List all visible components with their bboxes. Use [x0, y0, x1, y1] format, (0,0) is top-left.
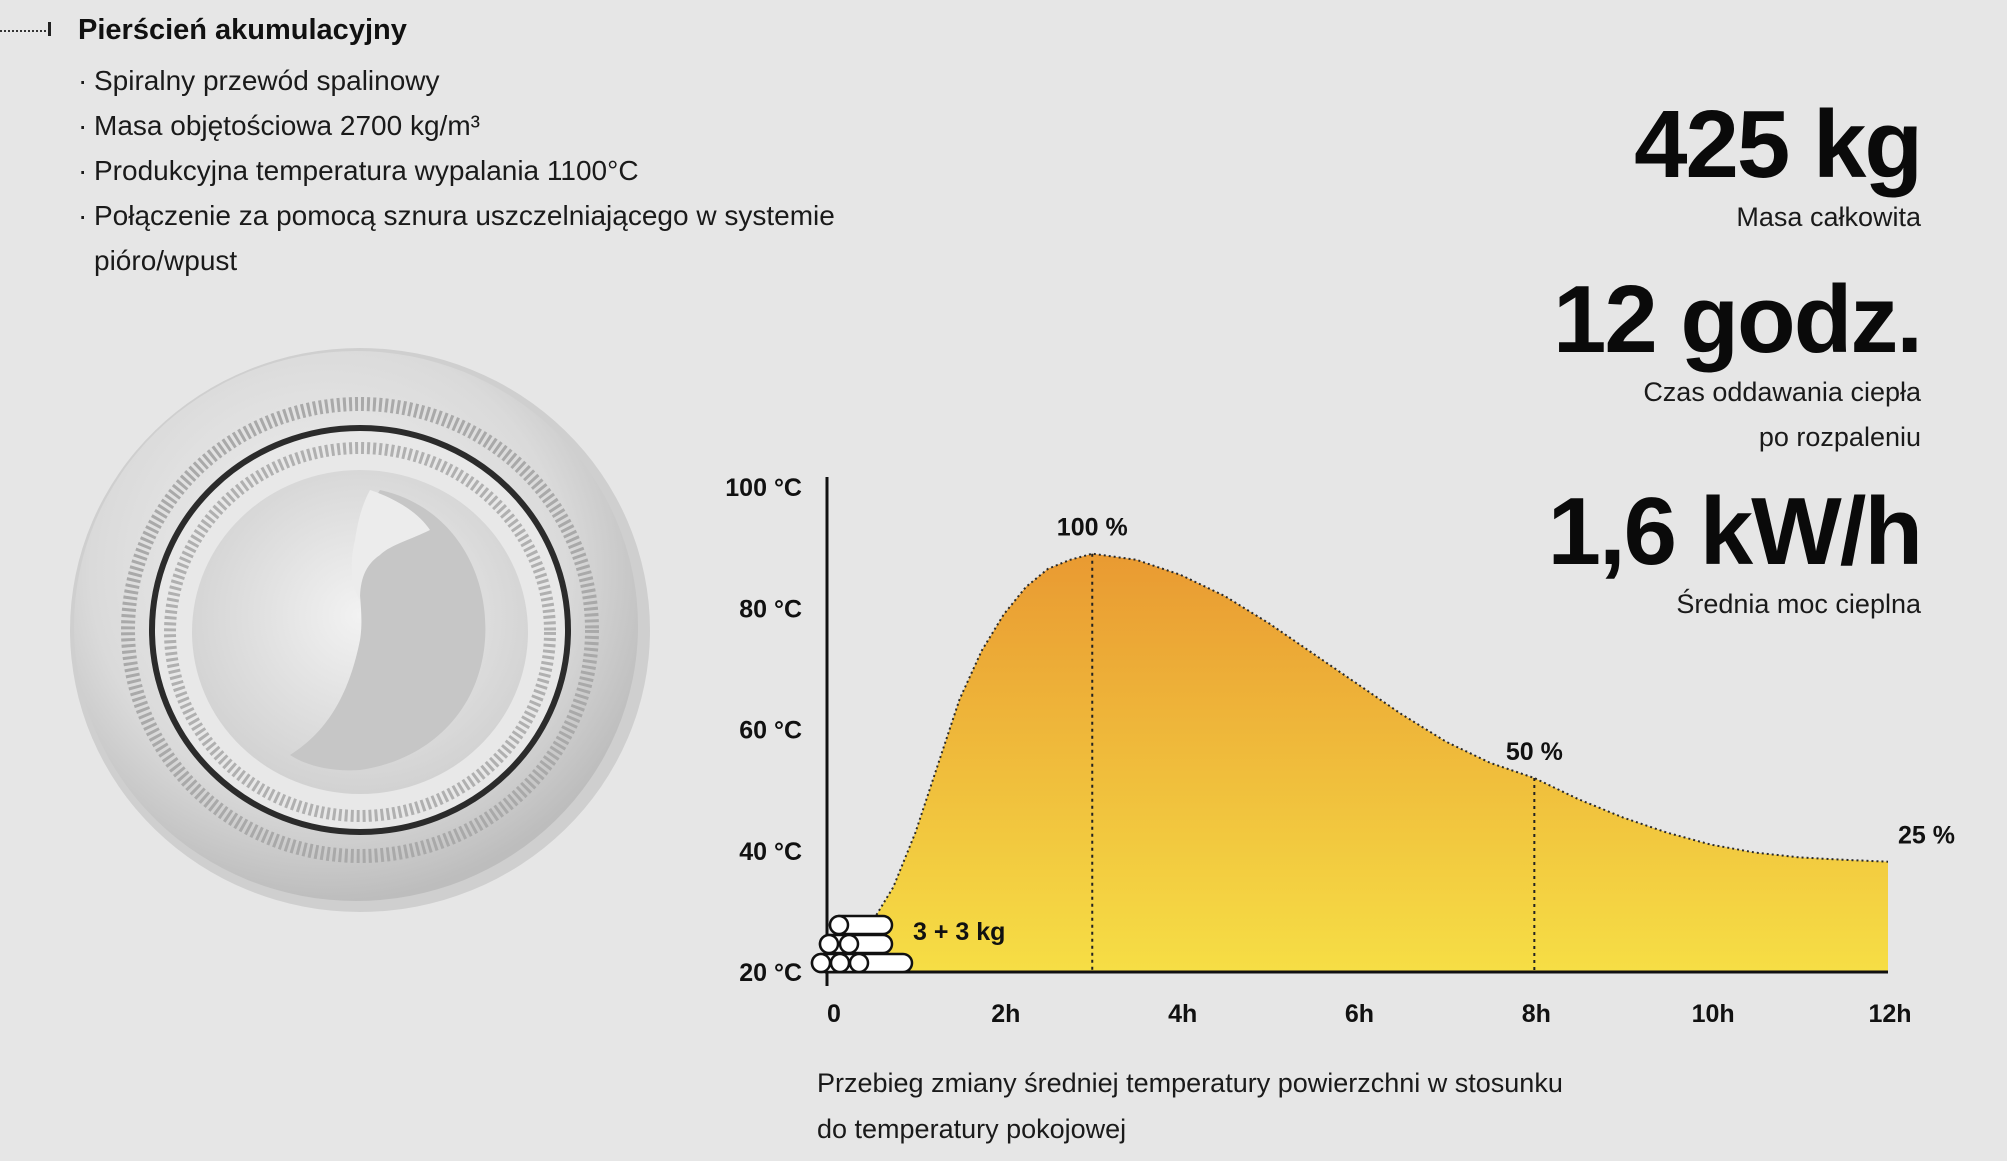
feature-item: · Połączenie za pomocą sznura uszczelnia…	[78, 193, 874, 283]
temperature-curve	[870, 552, 1889, 925]
percent-label: 100 %	[1057, 514, 1128, 542]
stat-power: 1,6 kW/h Średnia moc cieplna	[1321, 478, 1923, 627]
accumulation-ring-image	[60, 340, 660, 940]
x-tick-label: 2h	[991, 1000, 1020, 1028]
y-tick-label: 20 °C	[739, 959, 802, 987]
percent-label: 25 %	[1898, 822, 1955, 850]
heading: Pierścień akumulacyjny	[78, 14, 407, 46]
percent-label: 50 %	[1506, 738, 1563, 766]
y-tick-label: 100 °C	[725, 474, 802, 502]
y-tick-label: 80 °C	[739, 595, 802, 623]
stat-time: 12 godz. Czas oddawania ciepła po rozpal…	[1321, 266, 1923, 460]
stat-time-label-2: po rozpaleniu	[1758, 422, 1921, 452]
fuel-label: 3 + 3 kg	[913, 918, 1005, 946]
stats-panel: 425 kg Masa całkowita 12 godz. Czas odda…	[1321, 91, 1923, 657]
stat-mass-label: Masa całkowita	[1736, 202, 1921, 232]
x-tick-label: 8h	[1522, 1000, 1551, 1028]
stat-time-value: 12 godz.	[1552, 266, 1923, 373]
stat-power-value: 1,6 kW/h	[1547, 478, 1923, 585]
x-tick-label: 10h	[1692, 1000, 1735, 1028]
bullet-dot: ·	[78, 200, 88, 231]
bullet-dot: ·	[78, 155, 88, 186]
x-tick-label: 12h	[1868, 1000, 1911, 1028]
feature-item: · Spiralny przewód spalinowy	[78, 58, 878, 103]
temperature-area	[871, 553, 1888, 972]
stat-time-label: Czas oddawania ciepła	[1643, 377, 1921, 407]
stat-power-label: Średnia moc cieplna	[1676, 589, 1921, 619]
bullet-dot: ·	[78, 110, 88, 141]
x-tick-label: 6h	[1345, 1000, 1374, 1028]
stat-mass-value: 425 kg	[1634, 91, 1923, 198]
leader-line-end	[48, 22, 51, 36]
x-tick-label: 0	[827, 1000, 841, 1028]
x-tick-label: 4h	[1168, 1000, 1197, 1028]
bullet-dot: ·	[78, 65, 88, 96]
y-tick-label: 40 °C	[739, 838, 802, 866]
ring-thread-inner	[164, 442, 556, 822]
feature-list: · Spiralny przewód spalinowy · Masa obję…	[78, 58, 878, 283]
chart-caption: Przebieg zmiany średniej temperatury pow…	[817, 1060, 1717, 1152]
y-tick-label: 60 °C	[739, 717, 802, 745]
flue-channel	[290, 490, 486, 771]
flue-wall	[351, 490, 430, 600]
feature-item: · Produkcyjna temperatura wypalania 1100…	[78, 148, 878, 193]
feature-text: Połączenie za pomocą sznura uszczelniają…	[94, 200, 835, 276]
feature-item: · Masa objętościowa 2700 kg/m³	[78, 103, 878, 148]
feature-text: Masa objętościowa 2700 kg/m³	[94, 110, 480, 141]
caption-line-2: do temperatury pokojowej	[817, 1114, 1127, 1144]
ring-illustration	[70, 348, 650, 912]
ring-thread-outer	[121, 397, 599, 863]
firewood-icon	[810, 914, 914, 974]
leader-line	[0, 30, 50, 34]
feature-text: Produkcyjna temperatura wypalania 1100°C	[94, 155, 639, 186]
stat-mass: 425 kg Masa całkowita	[1321, 91, 1923, 240]
feature-text: Spiralny przewód spalinowy	[94, 65, 440, 96]
caption-line-1: Przebieg zmiany średniej temperatury pow…	[817, 1068, 1563, 1098]
